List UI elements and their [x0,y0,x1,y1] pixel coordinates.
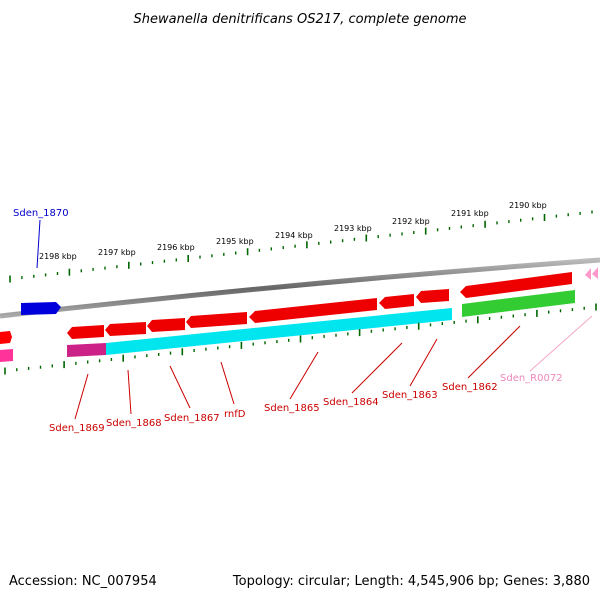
gene-arrow[interactable] [147,318,185,332]
leader-line [529,315,593,372]
gene-label[interactable]: Sden_1865 [264,403,320,414]
gene-leaders [74,315,593,420]
selected-gene-sden-1870[interactable] [21,302,61,315]
kbp-tick-label: 2193 kbp [334,224,372,233]
kbp-tick-label: 2198 kbp [39,252,77,261]
gene-arrow[interactable] [67,325,104,339]
cyan-feature[interactable] [106,308,452,355]
rna-feature[interactable] [592,267,598,279]
genome-summary-text: Topology: circular; Length: 4,545,906 bp… [232,574,590,589]
upper-strand-genes [0,272,572,344]
leader-line [467,325,521,379]
gene-arrow[interactable] [249,298,377,323]
gene-label[interactable]: Sden_1862 [442,382,498,393]
kbp-tick-label: 2194 kbp [275,231,313,240]
kbp-tick-label: 2192 kbp [392,217,430,226]
rna-feature[interactable] [585,268,591,280]
gene-label[interactable]: Sden_1867 [164,413,220,424]
gene-arrow[interactable] [105,322,146,336]
selected-gene-label[interactable]: Sden_1870 [13,208,69,219]
green-feature[interactable] [462,290,575,317]
gene-label[interactable]: Sden_1863 [382,390,438,401]
leader-line [220,361,235,405]
map-title: Shewanella denitrificans OS217, complete… [134,12,467,27]
kbp-tick-label: 2195 kbp [216,237,254,246]
kbp-tick-label: 2197 kbp [98,248,136,257]
leader-line [289,351,319,400]
magenta-feature[interactable] [67,343,106,357]
gene-arrow[interactable] [186,312,247,328]
lower-strand-features [0,267,598,362]
lower-scale-ticks [4,303,597,375]
kbp-tick-label: 2191 kbp [451,209,489,218]
leader-line [351,342,403,394]
gene-label[interactable]: Sden_1869 [49,423,105,434]
leader-line [127,369,132,415]
magenta-feature[interactable] [0,349,13,362]
leader-line [169,365,191,409]
gene-label[interactable]: Sden_1864 [323,397,379,408]
genome-backbone [0,257,600,319]
gene-arrow[interactable] [460,272,572,298]
gene-arrow[interactable] [379,294,414,309]
gene-labels: Sden_1869 Sden_1868 Sden_1867 rnfD Sden_… [49,382,498,434]
gene-arrow[interactable] [416,289,449,303]
leader-line [74,373,89,420]
kbp-tick-label: 2190 kbp [509,201,547,210]
gene-label[interactable]: rnfD [224,409,246,420]
gene-label[interactable]: Sden_1868 [106,418,162,429]
accession-text: Accession: NC_007954 [9,574,157,589]
kbp-tick-label: 2196 kbp [157,243,195,252]
gene-arrow[interactable] [0,331,12,344]
rna-gene-label[interactable]: Sden_R0072 [500,373,563,384]
upper-scale-ticks [9,210,593,283]
kbp-tick-labels: 2198 kbp 2197 kbp 2196 kbp 2195 kbp 2194… [39,201,547,261]
selected-gene-leader [36,219,41,269]
leader-line [409,338,438,387]
